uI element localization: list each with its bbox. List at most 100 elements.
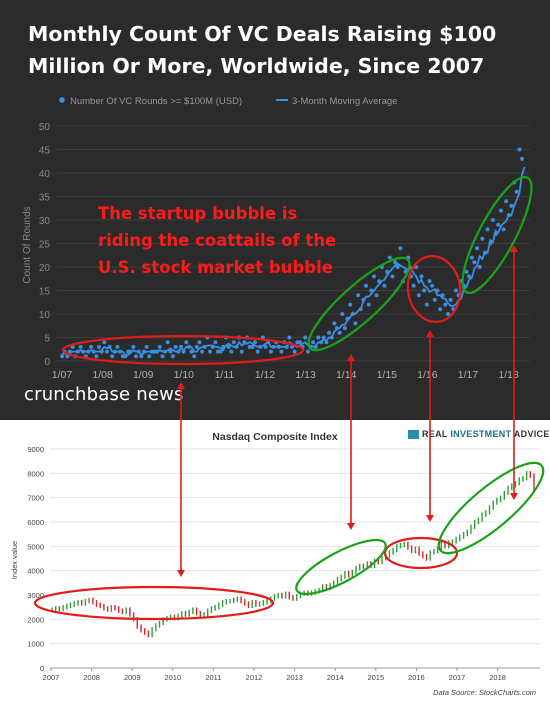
- data-point: [493, 232, 498, 237]
- data-point: [194, 344, 199, 349]
- legend-dot-icon: [59, 97, 65, 103]
- x-tick-label: 2016: [408, 673, 425, 682]
- ria-logo-icon: [408, 430, 419, 440]
- data-point: [297, 340, 302, 345]
- data-point: [453, 288, 458, 293]
- x-tick-label: 2018: [489, 673, 506, 682]
- data-point: [226, 344, 231, 349]
- data-point: [398, 246, 403, 251]
- data-point: [472, 260, 477, 265]
- x-tick-label: 2015: [367, 673, 384, 682]
- data-point: [411, 283, 416, 288]
- data-point: [443, 302, 448, 307]
- vc-chart: 0 5 10 15 20 25 30 35 40 45 50 Count Of Rounds 1/07 1…: [22, 96, 533, 381]
- data-point: [446, 312, 450, 316]
- y-tick-label: 25: [39, 240, 51, 251]
- highlight-ellipse-red: [383, 536, 459, 570]
- y-tick-label: 20: [39, 263, 51, 274]
- x-tick-label: 2017: [449, 673, 466, 682]
- y-tick-label: 50: [39, 122, 51, 133]
- y-tick-label: 0: [40, 664, 44, 673]
- y-tick-label: 45: [39, 146, 51, 157]
- data-point: [496, 222, 501, 227]
- nasdaq-title: Nasdaq Composite Index: [212, 431, 338, 443]
- data-point: [128, 349, 133, 354]
- y-tick-label: 5000: [27, 542, 44, 551]
- data-point: [271, 344, 276, 349]
- data-point: [287, 335, 292, 340]
- data-point: [186, 344, 191, 349]
- data-point: [506, 213, 511, 218]
- data-point: [321, 335, 326, 340]
- data-point: [422, 288, 427, 293]
- data-point: [192, 354, 197, 359]
- data-point: [448, 297, 453, 302]
- data-point: [419, 274, 424, 279]
- data-point: [504, 199, 509, 204]
- data-point: [416, 293, 421, 298]
- x-tick-label: 2010: [164, 673, 181, 682]
- x-tick-label: 1/10: [174, 369, 195, 381]
- data-point: [305, 349, 310, 354]
- data-point: [356, 293, 361, 298]
- data-point: [115, 344, 120, 349]
- legend-label: Number Of VC Rounds >= $100M (USD): [70, 96, 242, 107]
- data-point: [110, 354, 115, 359]
- data-point: [179, 344, 183, 349]
- data-point: [234, 344, 239, 349]
- highlight-ellipse-red: [406, 255, 462, 323]
- data-point: [250, 344, 255, 349]
- annotation-line-3: U.S. stock market bubble: [98, 258, 333, 277]
- highlight-ellipse-red: [61, 334, 305, 366]
- data-point: [329, 335, 334, 340]
- x-tick-label: 2008: [83, 673, 100, 682]
- data-point: [284, 344, 289, 349]
- y-tick-label: 1000: [27, 640, 44, 649]
- data-point: [345, 316, 350, 321]
- real-investment-advice-logo: REAL INVESTMENT ADVICE: [408, 429, 550, 440]
- data-point: [427, 279, 432, 284]
- data-point: [229, 349, 234, 354]
- annotation-line-1: The startup bubble is: [98, 204, 298, 223]
- data-point: [327, 330, 331, 335]
- data-point: [353, 321, 358, 326]
- x-tick-label: 2009: [124, 673, 141, 682]
- data-point: [160, 354, 165, 359]
- chart-title: Monthly Count Of VC Deals Raising $100 M…: [28, 18, 538, 82]
- data-point: [155, 349, 160, 354]
- data-point: [432, 297, 437, 302]
- y-tick-label: 30: [39, 216, 51, 227]
- x-tick-label: 1/11: [215, 369, 235, 381]
- data-point: [334, 326, 339, 331]
- data-point: [340, 312, 345, 316]
- data-point: [358, 307, 363, 312]
- data-point: [361, 297, 366, 302]
- x-tick-label: 1/09: [133, 369, 154, 381]
- data-point: [97, 344, 101, 349]
- x-tick-label: 2013: [286, 673, 303, 682]
- data-point: [395, 265, 400, 269]
- data-point: [475, 246, 480, 251]
- data-point: [263, 344, 268, 349]
- y-tick-label: 7000: [27, 494, 44, 503]
- highlight-ellipse-green: [437, 461, 545, 555]
- data-point: [171, 354, 175, 359]
- x-tick-label: 1/17: [458, 369, 479, 381]
- y-axis-label: Count Of Rounds: [22, 206, 33, 283]
- data-point: [268, 349, 273, 354]
- data-point: [430, 283, 435, 288]
- data-point: [144, 344, 149, 349]
- data-point: [157, 344, 162, 349]
- data-point: [75, 349, 80, 354]
- data-point: [163, 349, 168, 354]
- y-tick-label: 4000: [27, 567, 44, 576]
- y-tick-label: 3000: [27, 591, 44, 600]
- data-point: [480, 236, 485, 241]
- x-tick-label: 1/16: [417, 369, 438, 381]
- data-point: [313, 344, 318, 349]
- nasdaq-chart-panel: [8, 420, 550, 707]
- data-point: [514, 189, 519, 194]
- data-point: [104, 349, 109, 354]
- y-tick-label: 6000: [27, 518, 44, 527]
